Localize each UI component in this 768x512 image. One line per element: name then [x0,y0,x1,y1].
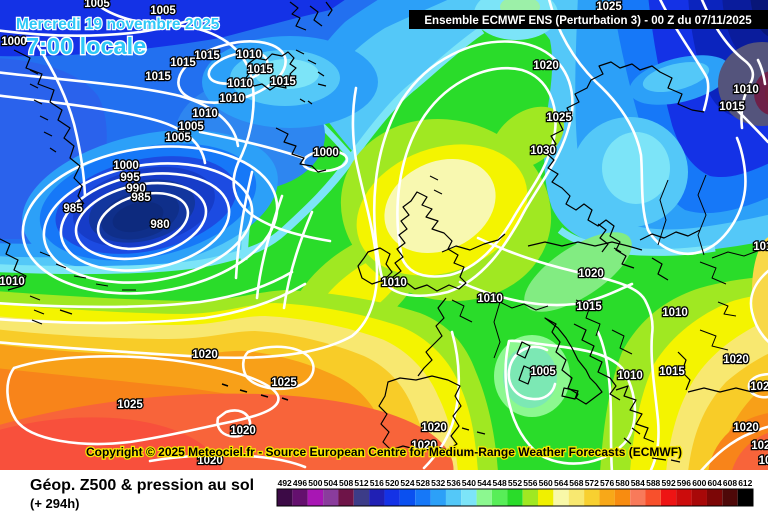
svg-text:532: 532 [431,478,445,488]
svg-text:604: 604 [708,478,722,488]
svg-text:1015: 1015 [719,101,745,113]
svg-text:548: 548 [493,478,507,488]
svg-text:584: 584 [631,478,645,488]
svg-text:1010: 1010 [192,108,218,120]
svg-text:1020: 1020 [723,354,749,366]
svg-text:1010: 1010 [219,93,245,105]
svg-text:500: 500 [308,478,322,488]
svg-text:540: 540 [462,478,476,488]
svg-text:564: 564 [554,478,568,488]
svg-text:492: 492 [278,478,292,488]
svg-text:1025: 1025 [271,377,297,389]
svg-text:1020: 1020 [230,425,256,437]
svg-text:1005: 1005 [530,366,556,378]
svg-text:1020: 1020 [533,60,559,72]
svg-text:520: 520 [385,478,399,488]
svg-text:1010: 1010 [733,84,759,96]
svg-text:556: 556 [523,478,537,488]
svg-text:1005: 1005 [150,5,176,17]
svg-text:1015: 1015 [753,241,768,253]
svg-text:572: 572 [585,478,599,488]
svg-text:508: 508 [339,478,353,488]
svg-text:560: 560 [539,478,553,488]
svg-text:1010: 1010 [236,49,262,61]
svg-text:1010: 1010 [662,307,688,319]
svg-text:612: 612 [738,478,752,488]
svg-text:1020: 1020 [733,422,759,434]
svg-text:Copyright © 2025 Meteociel.fr: Copyright © 2025 Meteociel.fr - Source E… [86,445,682,459]
svg-text:1005: 1005 [84,0,110,10]
svg-text:1015: 1015 [659,366,685,378]
svg-text:Mercredi 19 novembre 2025: Mercredi 19 novembre 2025 [16,16,220,33]
svg-text:504: 504 [324,478,338,488]
svg-text:(+ 294h): (+ 294h) [30,496,80,511]
svg-text:580: 580 [615,478,629,488]
svg-text:576: 576 [600,478,614,488]
svg-text:1005: 1005 [178,121,204,133]
svg-text:1020: 1020 [192,349,218,361]
svg-text:990: 990 [126,183,145,195]
svg-text:985: 985 [63,203,83,215]
svg-text:1010: 1010 [0,276,25,288]
svg-text:1025: 1025 [546,112,572,124]
svg-text:1015: 1015 [145,71,171,83]
svg-text:496: 496 [293,478,307,488]
svg-text:536: 536 [447,478,461,488]
svg-text:1020: 1020 [421,422,447,434]
svg-text:7:00 locale: 7:00 locale [26,33,146,59]
svg-text:1005: 1005 [165,132,191,144]
svg-text:10: 10 [759,455,768,467]
svg-text:Ensemble ECMWF ENS (Perturbat: Ensemble ECMWF ENS (Perturbation 3) - 00… [424,15,752,27]
svg-text:1025: 1025 [117,399,143,411]
svg-text:1000: 1000 [1,36,27,48]
svg-text:516: 516 [370,478,384,488]
svg-text:1010: 1010 [617,370,643,382]
svg-text:1015: 1015 [247,64,273,76]
svg-text:1030: 1030 [530,145,556,157]
svg-text:588: 588 [646,478,660,488]
svg-text:512: 512 [354,478,368,488]
svg-text:1010: 1010 [227,78,253,90]
svg-text:1020: 1020 [197,455,223,467]
svg-text:568: 568 [569,478,583,488]
svg-text:1010: 1010 [381,277,407,289]
svg-text:1015: 1015 [194,50,220,62]
svg-text:1015: 1015 [576,301,602,313]
svg-text:600: 600 [692,478,706,488]
svg-text:524: 524 [400,478,414,488]
svg-text:1020: 1020 [411,440,437,452]
svg-text:1015: 1015 [270,76,296,88]
svg-text:1000: 1000 [313,147,339,159]
svg-text:596: 596 [677,478,691,488]
svg-text:592: 592 [662,478,676,488]
svg-text:1000: 1000 [113,160,139,172]
svg-text:1015: 1015 [170,57,196,69]
svg-text:980: 980 [150,219,169,231]
svg-text:1010: 1010 [477,293,503,305]
svg-text:985: 985 [131,192,151,204]
svg-text:1020: 1020 [750,381,768,393]
svg-text:995: 995 [120,172,140,184]
svg-text:528: 528 [416,478,430,488]
svg-text:544: 544 [477,478,491,488]
svg-text:608: 608 [723,478,737,488]
svg-text:1020: 1020 [578,268,604,280]
svg-text:552: 552 [508,478,522,488]
svg-text:Géop. Z500 & pression au sol: Géop. Z500 & pression au sol [30,477,254,494]
svg-text:1020: 1020 [751,440,768,452]
